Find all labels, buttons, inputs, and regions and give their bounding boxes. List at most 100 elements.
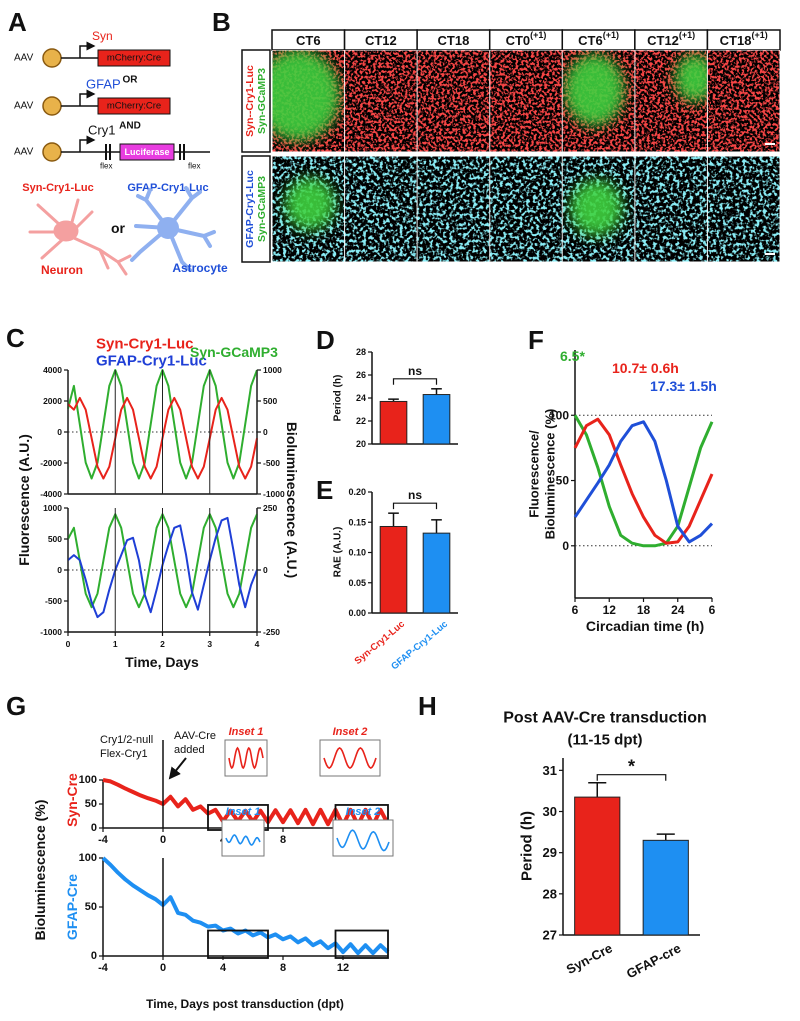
inset-trace bbox=[323, 747, 377, 769]
panel-letter: B bbox=[212, 7, 231, 37]
micrograph-signal bbox=[344, 50, 418, 152]
y-tick-label: 50 bbox=[85, 901, 97, 913]
x-tick-label: 3 bbox=[207, 639, 212, 649]
y-tick-label: 0.20 bbox=[348, 487, 366, 497]
inset-region bbox=[334, 929, 389, 959]
y-tick-label: 0 bbox=[57, 427, 62, 437]
y-tick-label: 50 bbox=[85, 798, 97, 810]
bar bbox=[422, 532, 451, 614]
micrograph bbox=[272, 156, 345, 262]
x-tick-label: 0 bbox=[160, 962, 166, 974]
micrograph bbox=[634, 50, 708, 152]
y2-tick-label: 500 bbox=[263, 396, 277, 406]
inset-label: Inset 1 bbox=[229, 726, 264, 738]
column-label: CT12 bbox=[647, 33, 679, 48]
y-tick-label: 0 bbox=[57, 565, 62, 575]
y-tick-label: 28 bbox=[543, 886, 557, 901]
series-line bbox=[101, 856, 390, 956]
insert-box bbox=[97, 97, 171, 115]
y-tick-label: 0.05 bbox=[348, 578, 366, 588]
promoter-arrow bbox=[79, 89, 96, 106]
micrograph bbox=[417, 50, 490, 152]
micrograph-signal bbox=[417, 50, 490, 152]
x-tick-label: 6 bbox=[572, 603, 579, 617]
micrograph bbox=[562, 156, 635, 262]
row-reporter: Syn--Cry1-Luc bbox=[244, 65, 256, 137]
micrograph-signal bbox=[489, 156, 563, 262]
x-tick-label: -4 bbox=[98, 962, 109, 974]
chart-title: Post AAV-Cre transduction bbox=[503, 710, 707, 727]
y-tick-label: 1000 bbox=[43, 503, 62, 513]
micrograph-signal bbox=[707, 50, 780, 152]
significance-bracket bbox=[392, 502, 438, 510]
panel-a: AAV Syn mCherry:Cre OR AAV GFAP mCherry:… bbox=[14, 29, 228, 277]
insert-label: mCherry:Cre bbox=[107, 53, 161, 64]
significance-label: ns bbox=[408, 488, 422, 502]
y-axis-label: Fluorescence (A.U.) bbox=[16, 434, 32, 565]
row-sensor: Syn-GCaMP3 bbox=[256, 176, 268, 242]
bar bbox=[642, 839, 689, 936]
y-tick-label: 0.10 bbox=[348, 548, 366, 558]
gcamp-signal bbox=[674, 54, 708, 102]
y-axis-label: RAE (A.U.) bbox=[333, 527, 344, 578]
y-tick-label: 31 bbox=[543, 763, 557, 778]
x-tick-label: 18 bbox=[637, 603, 651, 617]
insert-box bbox=[97, 49, 171, 67]
significance-label: * bbox=[628, 757, 635, 777]
column-label: CT6 bbox=[578, 33, 603, 48]
y-tick-label: -2000 bbox=[40, 458, 62, 468]
inset-frame bbox=[319, 739, 381, 777]
micrograph bbox=[562, 50, 635, 152]
annotation: Flex-Cry1 bbox=[100, 748, 148, 760]
y-tick-label: 2000 bbox=[43, 396, 62, 406]
y2-tick-label: -250 bbox=[263, 627, 280, 637]
micrograph-signal bbox=[707, 156, 780, 262]
virus-icon bbox=[42, 48, 62, 68]
y-tick-label: 27 bbox=[543, 928, 557, 943]
cell-label: Astrocyte bbox=[172, 261, 228, 275]
y2-tick-label: -1000 bbox=[263, 489, 285, 499]
row-label-box bbox=[241, 49, 271, 153]
inset-trace bbox=[225, 834, 261, 846]
x-axis-label: Circadian time (h) bbox=[586, 618, 704, 634]
column-label: CT0 bbox=[506, 33, 531, 48]
x-tick-label: 1 bbox=[113, 639, 118, 649]
promoter-arrow bbox=[79, 135, 96, 152]
column-label: CT6 bbox=[296, 33, 321, 48]
promoter-arrow bbox=[79, 41, 96, 58]
bar bbox=[379, 525, 408, 614]
y-tick-label: 22 bbox=[356, 416, 366, 426]
column-header: CT18(+1) bbox=[720, 30, 768, 48]
joiner: OR bbox=[123, 75, 139, 86]
or-label: or bbox=[111, 220, 126, 236]
series-label: Syn-Cre bbox=[64, 773, 80, 827]
column-header: CT12(+1) bbox=[647, 30, 695, 48]
cell-label: Neuron bbox=[41, 263, 83, 277]
gcamp-signal bbox=[272, 50, 340, 141]
astrocyte-icon bbox=[130, 186, 216, 272]
inset-label: Inset 1 bbox=[226, 806, 261, 818]
bar bbox=[574, 796, 621, 936]
y2-axis-label: Bioluminescence (A.U.) bbox=[284, 422, 300, 578]
gcamp-signal bbox=[285, 178, 335, 230]
inset-region bbox=[207, 929, 269, 959]
significance-bracket bbox=[596, 774, 667, 781]
y2-tick-label: 250 bbox=[263, 503, 277, 513]
chart-subtitle: (11-15 dpt) bbox=[567, 732, 642, 749]
x-tick-label: -4 bbox=[98, 834, 109, 846]
series-line bbox=[573, 417, 714, 545]
y-tick-label: 28 bbox=[356, 347, 366, 357]
virus-icon bbox=[42, 142, 62, 162]
x-tick-label: 12 bbox=[337, 962, 349, 974]
insert-label: Luciferase bbox=[124, 147, 169, 157]
x-tick-label: 24 bbox=[671, 603, 685, 617]
x-tick-label: 2 bbox=[160, 639, 165, 649]
legend-entry: Syn-GCaMP3 bbox=[190, 344, 278, 360]
micrograph bbox=[707, 156, 781, 262]
gcamp-signal bbox=[570, 180, 623, 236]
inset-trace bbox=[336, 829, 390, 852]
column-header: CT0(+1) bbox=[506, 30, 547, 48]
x-axis-label: Time, Days bbox=[125, 654, 199, 670]
